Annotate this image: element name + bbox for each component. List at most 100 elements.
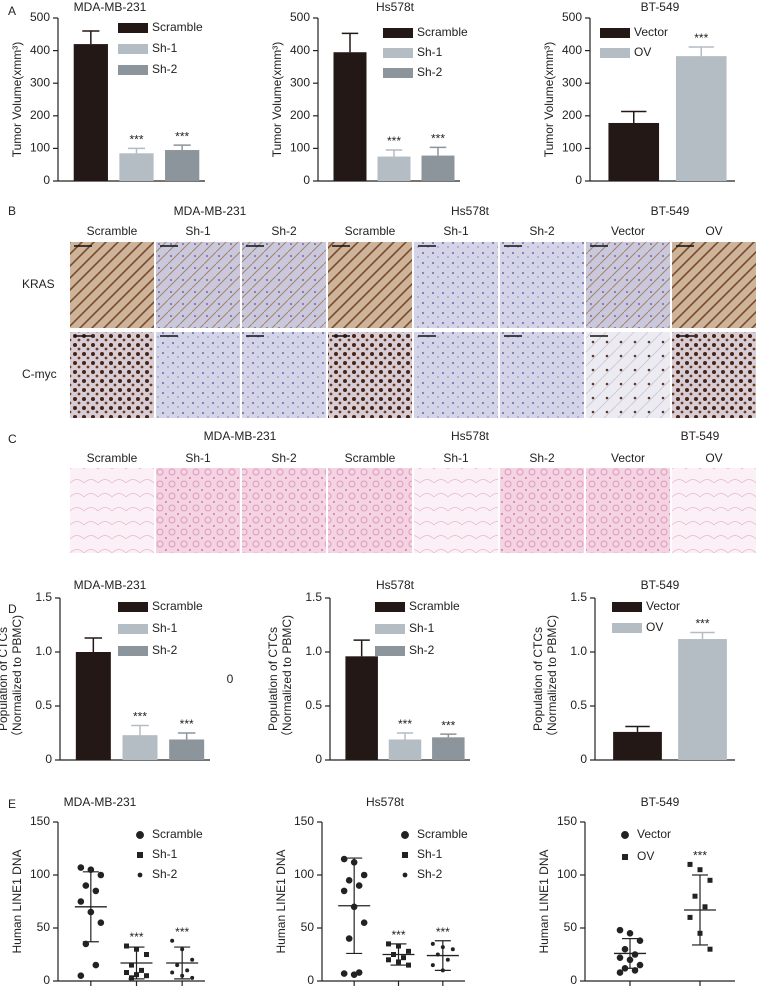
micrograph <box>242 242 326 328</box>
y-tick-label: 100 <box>30 867 50 881</box>
data-point <box>692 893 698 899</box>
data-point <box>616 969 624 976</box>
micrograph <box>156 242 240 328</box>
column-label: Vector <box>611 224 645 238</box>
legend-label: Sh-1 <box>152 847 178 861</box>
micrograph <box>70 242 154 328</box>
data-point <box>345 935 353 942</box>
data-point <box>626 930 634 937</box>
significance: *** <box>133 710 147 724</box>
data-point <box>401 955 406 961</box>
y-tick-label: 0.5 <box>570 698 587 712</box>
y-axis-label: Tumor Volume(xmm³) <box>10 42 24 158</box>
micrograph <box>328 468 412 553</box>
bar <box>119 153 154 181</box>
y-tick-label: 200 <box>562 108 582 122</box>
data-point <box>190 957 195 962</box>
data-point <box>360 919 368 926</box>
micrograph <box>156 332 240 418</box>
group-title: MDA-MB-231 <box>174 204 247 218</box>
significance: *** <box>693 849 707 863</box>
data-point <box>129 975 134 981</box>
row-label: C-myc <box>22 367 57 381</box>
significance: *** <box>431 132 445 146</box>
significance: *** <box>387 134 401 148</box>
legend-swatch <box>600 48 630 58</box>
significance: *** <box>129 133 143 147</box>
y-axis-label: Population of CTCs <box>531 627 545 731</box>
group-title: MDA-MB-231 <box>204 429 277 443</box>
significance: *** <box>695 617 709 631</box>
column-label: OV <box>705 224 722 238</box>
y-tick-label: 0 <box>45 752 52 766</box>
legend-label: Sh-2 <box>409 643 435 657</box>
data-point <box>687 861 693 867</box>
legend-marker <box>136 831 144 839</box>
y-tick-label: 150 <box>294 814 314 828</box>
y-tick-label: 100 <box>562 141 582 155</box>
y-tick-label: 500 <box>562 10 582 24</box>
legend-label: Scramble <box>152 20 203 34</box>
y-tick-label: 300 <box>30 75 50 89</box>
data-point <box>360 871 368 879</box>
data-point <box>707 877 713 883</box>
y-axis-label: Tumor Volume(xmm³) <box>542 42 556 158</box>
data-point <box>430 963 435 968</box>
chart-title: BT-549 <box>641 795 680 809</box>
data-point <box>386 941 391 947</box>
significance: *** <box>180 717 194 731</box>
y-tick-label: 0 <box>43 173 50 187</box>
legend-swatch <box>375 624 405 634</box>
significance: *** <box>129 930 143 944</box>
data-point <box>92 887 100 895</box>
y-tick-label: 1.0 <box>570 644 587 658</box>
chart-title: Hs578t <box>376 578 415 592</box>
micrograph <box>242 332 326 418</box>
y-tick-label: 0 <box>575 173 582 187</box>
y-axis-label: Human LINE1 DNA <box>274 849 288 953</box>
panel-label: B <box>8 204 16 218</box>
y-tick-label: 1.0 <box>305 644 322 658</box>
legend-marker <box>402 852 408 858</box>
significance: *** <box>436 925 450 939</box>
data-point <box>386 957 391 963</box>
data-point <box>350 971 358 978</box>
data-point <box>97 919 105 926</box>
legend-swatch <box>612 602 642 612</box>
data-point <box>97 871 105 879</box>
column-label: OV <box>705 451 722 465</box>
y-tick-label: 50 <box>301 920 315 934</box>
column-label: Sh-1 <box>185 224 211 238</box>
legend-label: Sh-1 <box>152 41 178 55</box>
y-axis-label: Human LINE1 DNA <box>10 849 24 953</box>
legend-label: Sh-2 <box>417 867 443 881</box>
y-tick-label: 400 <box>30 43 50 57</box>
legend-label: Scramble <box>417 827 468 841</box>
legend-label: Sh-1 <box>417 45 443 59</box>
panel-label: E <box>8 797 16 811</box>
data-point <box>697 867 703 873</box>
y-tick-label: 1.5 <box>35 590 52 604</box>
y-axis-label: Population of CTCs <box>266 627 280 731</box>
y-tick-label: 0 <box>303 173 310 187</box>
y-axis-label: Population of CTCs <box>0 627 10 731</box>
data-point <box>144 952 149 957</box>
legend-swatch <box>383 28 413 38</box>
panel-label: A <box>8 4 16 18</box>
row-label: KRAS <box>22 277 55 291</box>
legend-label: OV <box>634 45 651 59</box>
micrograph <box>500 242 584 328</box>
data-point <box>92 961 100 969</box>
chart-title: Hs578t <box>376 0 415 14</box>
column-label: Scramble <box>87 451 138 465</box>
column-label: Sh-1 <box>443 224 469 238</box>
panel-label: D <box>8 602 17 616</box>
y-tick-label: 500 <box>290 10 310 24</box>
y-tick-label: 300 <box>290 75 310 89</box>
data-point <box>355 969 363 976</box>
legend-swatch <box>383 48 413 58</box>
column-label: Scramble <box>345 451 396 465</box>
y-tick-label: 100 <box>290 141 310 155</box>
data-point <box>355 882 363 889</box>
